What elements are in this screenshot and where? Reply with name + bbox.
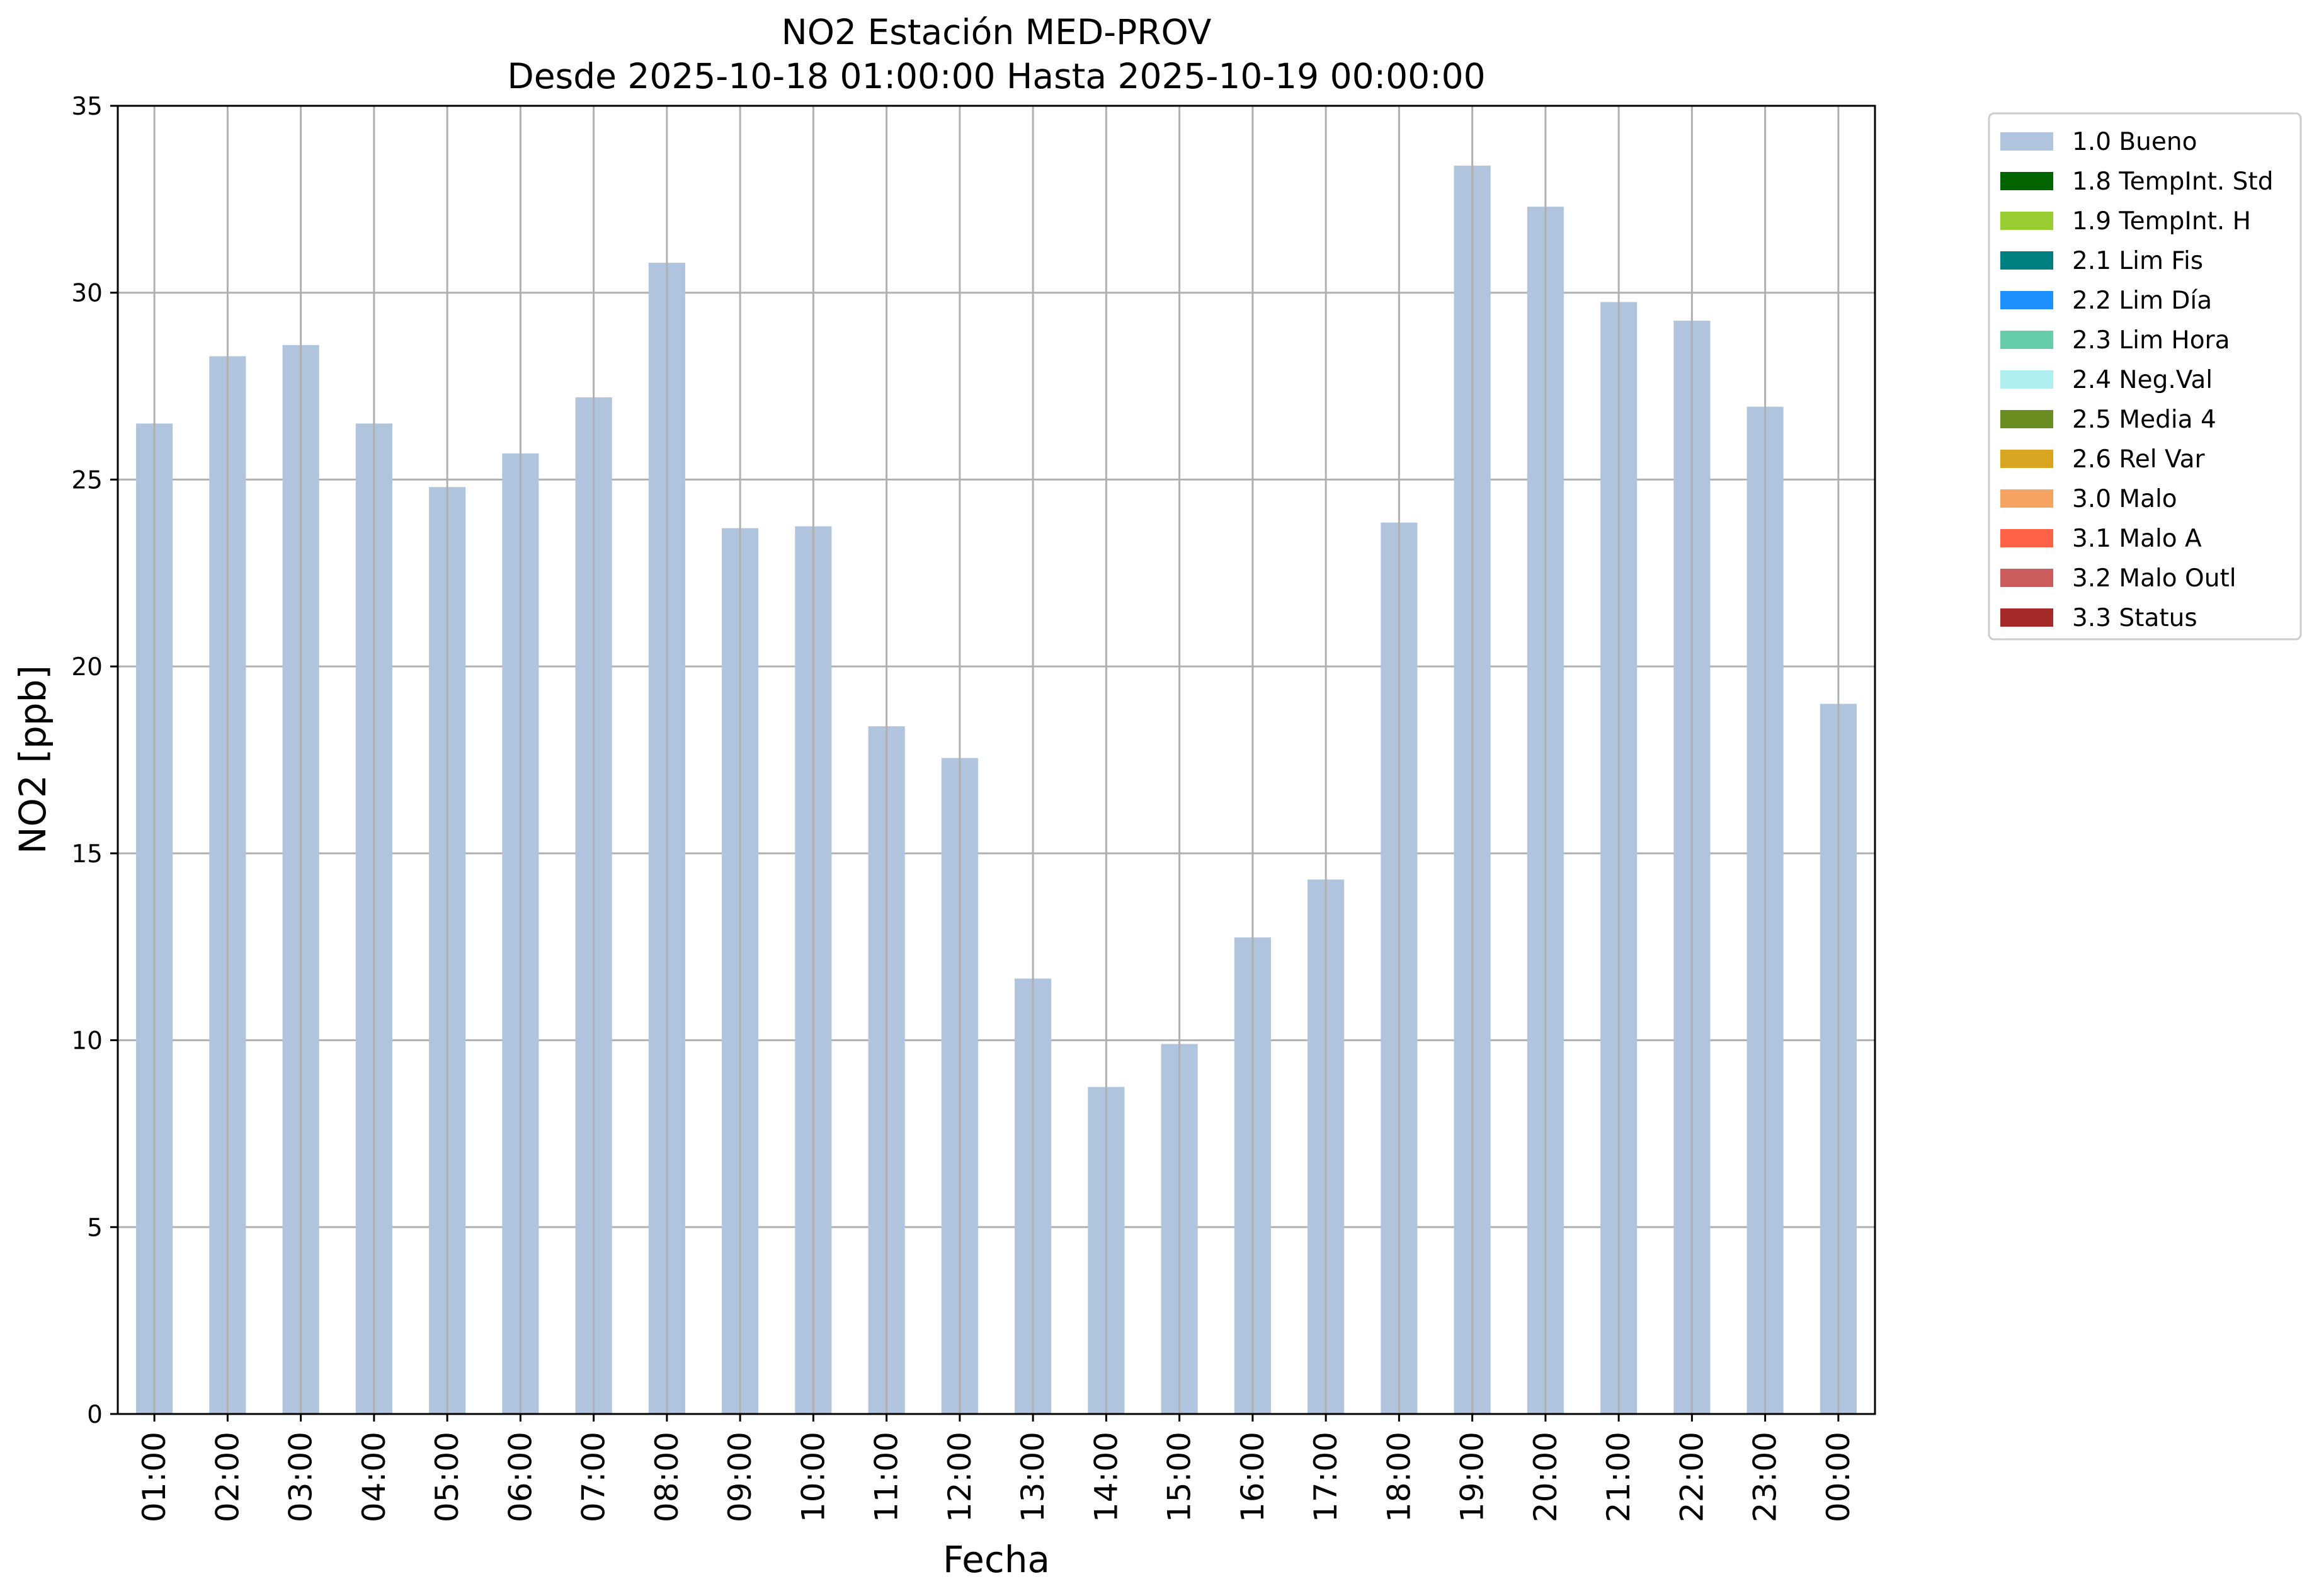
x-axis-label: Fecha [943, 1538, 1050, 1581]
legend-swatch [2000, 489, 2053, 508]
legend-label: 2.2 Lim Día [2072, 287, 2212, 315]
grid-lines [118, 105, 1875, 1415]
x-tick-label: 01:00 [136, 1432, 173, 1522]
legend: 1.0 Bueno 1.8 TempInt. Std 1.9 TempInt. H 2… [1988, 112, 2302, 641]
x-tick-label: 23:00 [1747, 1432, 1784, 1522]
y-tick-label: 15 [71, 840, 103, 869]
legend-label: 2.4 Neg.Val [2072, 366, 2213, 394]
legend-swatch [2000, 251, 2053, 270]
x-tick-label: 07:00 [576, 1432, 612, 1522]
x-tick-label: 13:00 [1015, 1432, 1051, 1522]
legend-swatch [2000, 370, 2053, 389]
legend-items: 1.0 Bueno 1.8 TempInt. Std 1.9 TempInt. H 2… [2000, 128, 2273, 632]
x-tick-label: 22:00 [1673, 1432, 1710, 1522]
legend-swatch [2000, 608, 2053, 627]
x-tick-label: 09:00 [722, 1432, 758, 1522]
x-tick-label: 10:00 [795, 1432, 831, 1522]
y-tick-label: 35 [71, 93, 103, 121]
x-tick-label: 04:00 [356, 1432, 392, 1522]
x-tick-label: 08:00 [649, 1432, 685, 1522]
x-tick-label: 12:00 [942, 1432, 978, 1522]
legend-swatch [2000, 529, 2053, 547]
legend-label: 1.9 TempInt. H [2072, 207, 2251, 236]
chart-subtitle: Desde 2025-10-18 01:00:00 Hasta 2025-10-… [507, 56, 1485, 96]
legend-swatch [2000, 172, 2053, 190]
x-tick-label: 17:00 [1308, 1432, 1344, 1522]
x-tick-label: 16:00 [1234, 1432, 1271, 1522]
chart-title: NO2 Estación MED-PROV [782, 12, 1212, 52]
legend-swatch [2000, 331, 2053, 349]
y-axis-label: NO2 [ppb] [11, 665, 54, 854]
x-tick-label: 15:00 [1161, 1432, 1198, 1522]
legend-swatch [2000, 569, 2053, 587]
legend-swatch [2000, 410, 2053, 428]
legend-label: 1.8 TempInt. Std [2072, 168, 2273, 196]
legend-label: 2.6 Rel Var [2072, 445, 2206, 474]
y-tick-label: 25 [71, 466, 103, 494]
x-axis-ticks: 01:00 02:00 03:00 04:00 05:00 06:00 07:00 08:00… [136, 106, 1857, 1522]
legend-swatch [2000, 132, 2053, 151]
y-tick-label: 5 [87, 1214, 103, 1242]
y-tick-label: 20 [71, 653, 103, 681]
x-tick-label: 18:00 [1381, 1432, 1417, 1522]
legend-box [1988, 112, 2302, 641]
x-tick-label: 02:00 [209, 1432, 246, 1522]
legend-label: 3.2 Malo Outl [2072, 564, 2236, 593]
legend-swatch [2000, 212, 2053, 230]
legend-label: 1.0 Bueno [2072, 128, 2197, 156]
x-tick-label: 03:00 [283, 1432, 319, 1522]
x-tick-label: 05:00 [429, 1432, 465, 1522]
x-tick-label: 14:00 [1088, 1432, 1124, 1522]
y-axis-ticks: 0 5 10 15 20 25 30 35 [71, 93, 118, 1429]
legend-label: 3.3 Status [2072, 604, 2197, 632]
legend-swatch [2000, 450, 2053, 468]
legend-label: 2.1 Lim Fis [2072, 247, 2203, 275]
x-tick-label: 21:00 [1600, 1432, 1637, 1522]
legend-label: 2.5 Media 4 [2072, 406, 2216, 434]
y-tick-label: 0 [87, 1401, 103, 1429]
y-tick-label: 30 [71, 280, 103, 308]
x-tick-label: 20:00 [1527, 1432, 1564, 1522]
x-tick-label: 00:00 [1820, 1432, 1857, 1522]
x-tick-label: 11:00 [869, 1432, 905, 1522]
x-tick-label: 06:00 [502, 1432, 538, 1522]
y-tick-label: 10 [71, 1027, 103, 1056]
legend-label: 3.0 Malo [2072, 485, 2177, 513]
x-tick-label: 19:00 [1454, 1432, 1491, 1522]
legend-label: 2.3 Lim Hora [2072, 326, 2230, 355]
legend-label: 3.1 Malo A [2072, 525, 2202, 553]
legend-swatch [2000, 291, 2053, 309]
plot-frame [117, 105, 1876, 1415]
